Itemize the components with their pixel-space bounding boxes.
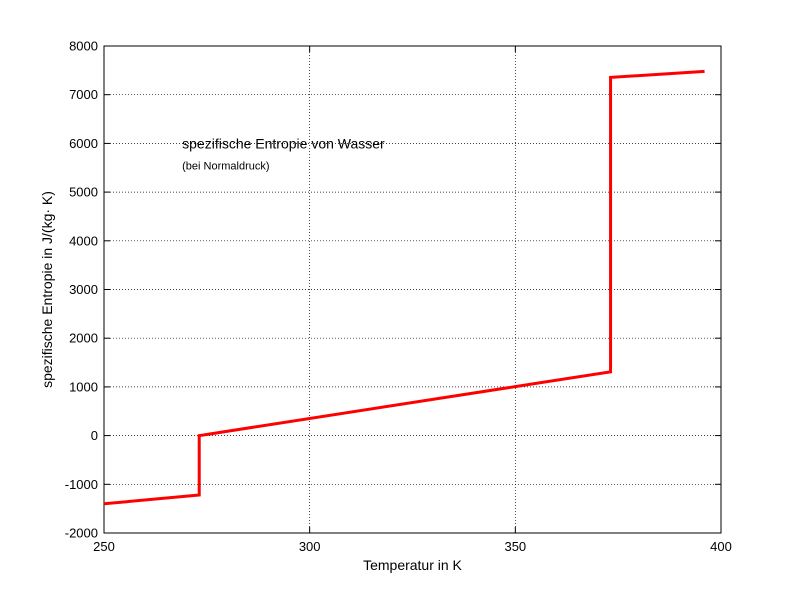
y-tick-label: 1000 xyxy=(69,379,98,394)
x-tick-label: 400 xyxy=(710,539,732,554)
y-tick-label: 7000 xyxy=(69,87,98,102)
y-tick-label: -1000 xyxy=(65,477,98,492)
y-tick-label: 5000 xyxy=(69,185,98,200)
x-tick-label: 300 xyxy=(299,539,321,554)
x-tick-label: 350 xyxy=(504,539,526,554)
y-tick-label: 6000 xyxy=(69,136,98,151)
y-axis-label: spezifische Entropie in J/(kg· K) xyxy=(39,191,55,388)
grid-lines xyxy=(104,46,721,533)
annotations: spezifische Entropie von Wasser (bei Nor… xyxy=(182,135,385,172)
series-line-0 xyxy=(103,69,705,506)
annotation-title: spezifische Entropie von Wasser xyxy=(182,135,385,151)
y-tick-label: 3000 xyxy=(69,282,98,297)
x-tick-label: 250 xyxy=(93,539,115,554)
x-axis-label: Temperatur in K xyxy=(363,557,462,573)
plot-frame xyxy=(103,45,722,534)
axis-ticks: 250 300 350 400 -2000 -1000 0 1000 2000 3000 4000 5… xyxy=(65,39,732,555)
y-tick-label: 0 xyxy=(91,428,98,443)
y-tick-label: 2000 xyxy=(69,331,98,346)
y-tick-label: -2000 xyxy=(65,526,98,541)
y-tick-label: 4000 xyxy=(69,233,98,248)
y-tick-label: 8000 xyxy=(69,39,98,54)
series-layer xyxy=(103,69,705,506)
annotation-subtitle: (bei Normaldruck) xyxy=(182,161,269,173)
